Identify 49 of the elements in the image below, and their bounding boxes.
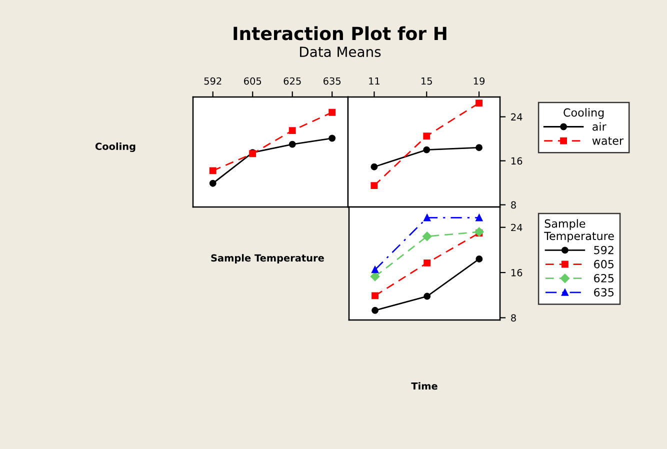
point (370, 163, 378, 170)
legend-label: water (592, 136, 624, 145)
point (372, 306, 379, 314)
y-tick-label: 24 (511, 113, 522, 120)
legend-label: 625 (594, 274, 614, 282)
y-axis-title: Sample Temperature (211, 254, 324, 264)
point (423, 132, 430, 140)
point (370, 272, 380, 282)
legend-label: air (592, 122, 606, 131)
point (476, 144, 483, 152)
point (328, 134, 336, 142)
chart-subtitle: Data Means (300, 46, 381, 58)
point (288, 140, 296, 148)
y-tick-label: 8 (511, 314, 516, 322)
x-tick-label: 592 (204, 77, 222, 85)
point (372, 292, 379, 300)
y-tick-label: 16 (511, 157, 522, 165)
point (288, 127, 296, 134)
point (328, 108, 336, 116)
y-tick-label: 8 (511, 201, 516, 209)
point (476, 100, 483, 107)
legend-title: Sample Temperature (544, 219, 614, 242)
point (476, 256, 483, 262)
point (422, 232, 432, 242)
legend-title: Cooling (564, 108, 604, 119)
legend-label: 592 (594, 246, 614, 254)
point (372, 266, 379, 274)
x-tick-label: 605 (244, 77, 262, 85)
y-tick-label: 24 (511, 224, 522, 232)
point (424, 292, 431, 300)
point (423, 146, 430, 154)
legend-label: 605 (594, 260, 614, 268)
x-tick-label: 635 (324, 77, 341, 85)
legend-label: 635 (594, 288, 614, 296)
point (370, 182, 378, 190)
point (474, 227, 484, 236)
y-axis-title: Cooling (95, 142, 136, 152)
x-tick-label: 625 (284, 77, 301, 85)
point (476, 214, 483, 222)
point (424, 259, 431, 266)
point (424, 214, 431, 222)
x-tick-label: 19 (474, 77, 485, 85)
x-tick-label: 11 (369, 77, 380, 85)
y-tick-label: 16 (511, 269, 522, 276)
chart-title: Interaction Plot for H (234, 26, 446, 40)
point (209, 180, 216, 187)
x-axis-title: Time (411, 382, 438, 390)
x-tick-label: 15 (422, 77, 432, 85)
point (209, 167, 216, 174)
